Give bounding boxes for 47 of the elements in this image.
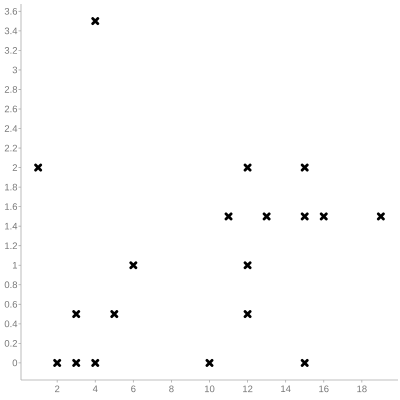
y-tick-label: 2.6 (4, 106, 18, 112)
y-tick-label: 0.8 (4, 281, 18, 288)
x-tick-label: 2 (55, 386, 60, 392)
point (376, 212, 385, 220)
y-tick-label: 0 (12, 360, 18, 366)
point (91, 17, 100, 26)
point (34, 164, 42, 172)
y-tick-label: 3.2 (4, 47, 18, 54)
x-tick-label: 10 (204, 386, 214, 392)
y-tick-label: 0.2 (4, 340, 18, 347)
x-tick-label: 16 (319, 386, 329, 392)
x-tick-label: 6 (131, 386, 136, 392)
y-tick-label: 2.4 (4, 125, 18, 132)
point (129, 261, 138, 270)
y-tick-label: 1 (12, 262, 18, 268)
point (206, 358, 214, 367)
y-tick-label: 3 (12, 66, 18, 74)
y-tick-label: 3.4 (4, 28, 18, 34)
y-tick-label: 1.6 (5, 203, 18, 210)
y-tick-label: 1.2 (5, 242, 18, 250)
x-tick-label: 14 (281, 385, 291, 392)
point (91, 358, 100, 367)
point (53, 358, 62, 367)
point (262, 212, 271, 220)
y-tick-label: 1.4 (5, 222, 18, 230)
point (244, 164, 252, 172)
y-tick-label: 0.4 (4, 320, 18, 328)
point (300, 358, 309, 367)
point (72, 358, 80, 367)
x-tick-label: 8 (169, 386, 174, 392)
point (224, 212, 232, 220)
point (244, 310, 252, 318)
y-tick-label: 2 (12, 164, 18, 171)
y-tick-label: 0.6 (4, 300, 18, 308)
point (300, 212, 309, 220)
point (244, 261, 252, 270)
y-tick-label: 3.6 (4, 8, 18, 15)
point (72, 310, 80, 318)
point (320, 212, 328, 220)
x-tick-label: 12 (243, 386, 252, 392)
x-tick-label: 18 (357, 386, 367, 392)
point (300, 164, 309, 172)
y-tick-label: 2.2 (4, 144, 18, 152)
point (110, 310, 118, 318)
y-tick-label: 2.8 (4, 86, 18, 93)
y-tick-label: 1.8 (5, 184, 18, 190)
x-tick-label: 4 (92, 385, 98, 392)
